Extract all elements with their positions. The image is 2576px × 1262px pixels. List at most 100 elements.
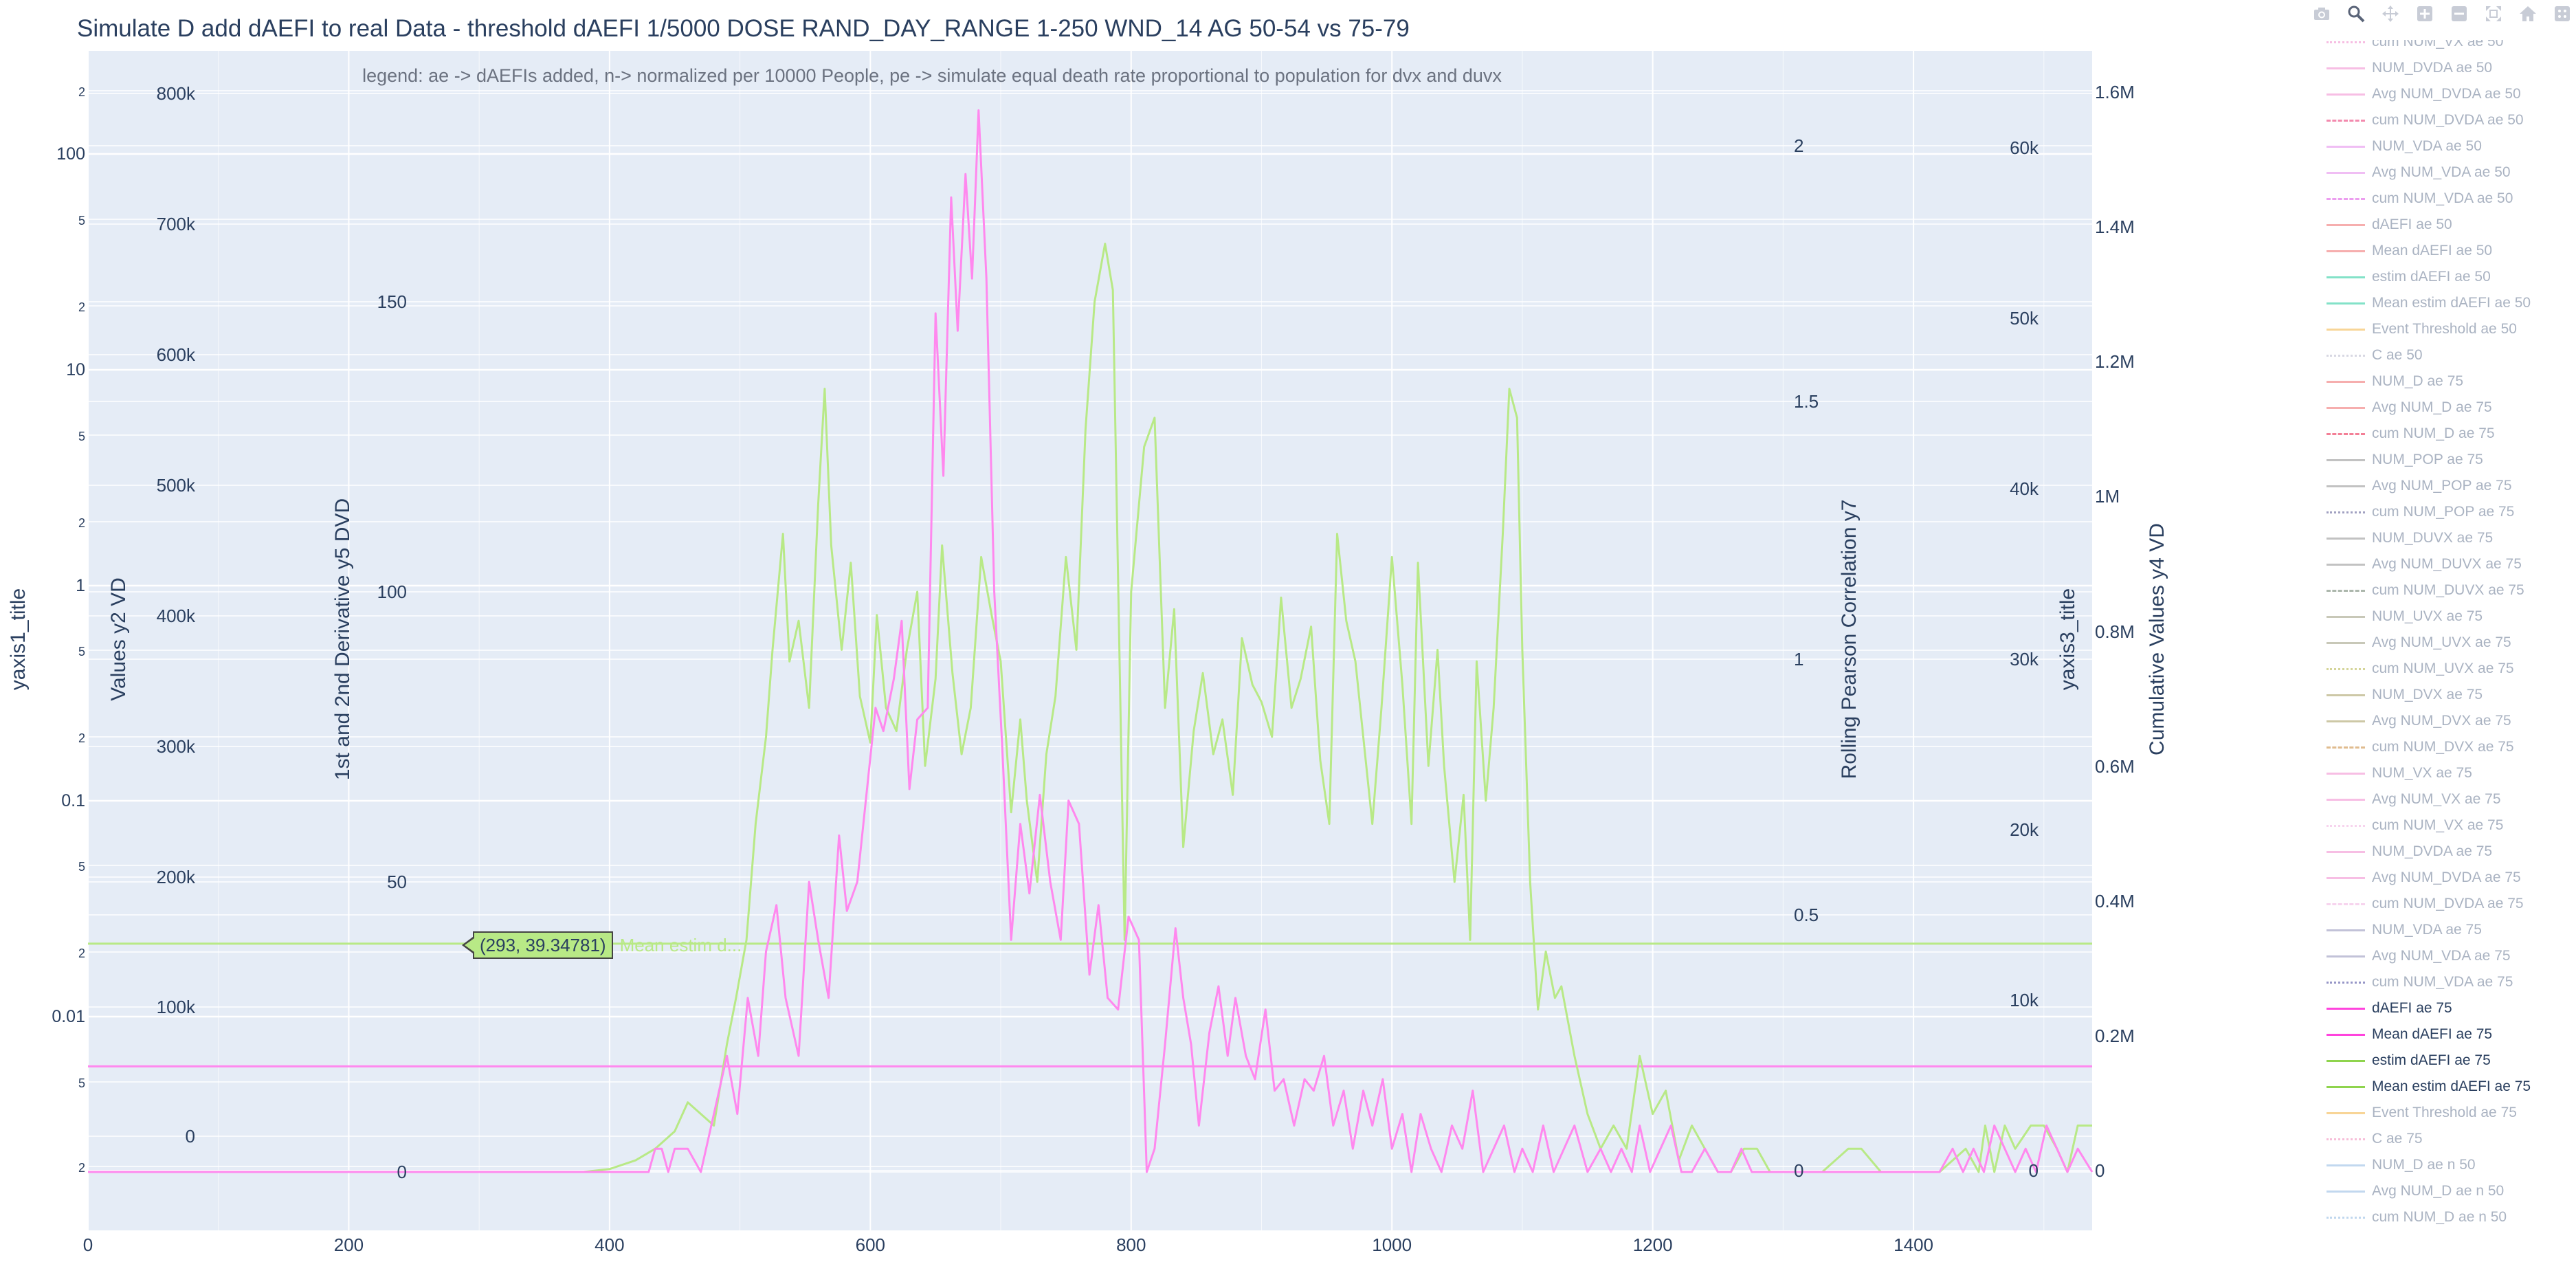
legend-label: Avg NUM_VX ae 75 bbox=[2372, 791, 2501, 807]
legend-item[interactable]: cum NUM_POP ae 75 bbox=[2327, 499, 2514, 525]
legend-swatch bbox=[2327, 1111, 2365, 1114]
legend-item[interactable]: estim dAEFI ae 50 bbox=[2327, 264, 2491, 290]
y1-tick-label: 100 bbox=[56, 144, 85, 164]
pan-icon[interactable] bbox=[2378, 1, 2403, 26]
y1-tick-label: 2 bbox=[78, 731, 85, 745]
legend-label: cum NUM_VX ae 75 bbox=[2372, 817, 2504, 833]
legend-item[interactable]: cum NUM_D ae n 50 bbox=[2327, 1204, 2507, 1230]
y3-tick-label: 50k bbox=[2010, 308, 2039, 329]
legend-label: cum NUM_UVX ae 75 bbox=[2372, 661, 2514, 676]
x-tick-label: 400 bbox=[595, 1235, 624, 1255]
series-daefi-ae-75[interactable] bbox=[88, 109, 2094, 1173]
legend-swatch bbox=[2327, 1216, 2365, 1219]
legend-item[interactable]: NUM_VDA ae 75 bbox=[2327, 917, 2482, 943]
y1-tick-label: 5 bbox=[78, 645, 85, 658]
legend-item[interactable]: Avg NUM_DVDA ae 75 bbox=[2327, 865, 2521, 891]
y5-tick-label: 50 bbox=[387, 872, 407, 892]
legend-item[interactable]: C ae 75 bbox=[2327, 1126, 2423, 1152]
legend-label: NUM_VX ae 75 bbox=[2372, 765, 2472, 781]
legend-item[interactable]: Avg NUM_DVX ae 75 bbox=[2327, 708, 2511, 734]
y2-tick-label: 400k bbox=[157, 606, 196, 626]
legend-label: Mean estim dAEFI ae 50 bbox=[2372, 295, 2531, 311]
legend-swatch bbox=[2327, 563, 2365, 566]
legend-swatch bbox=[2327, 772, 2365, 775]
legend-item[interactable]: NUM_VX ae 75 bbox=[2327, 760, 2472, 786]
legend-label: NUM_POP ae 75 bbox=[2372, 452, 2483, 467]
legend-swatch bbox=[2327, 41, 2365, 43]
y7-tick-label: 2 bbox=[1794, 135, 1803, 156]
legend-item[interactable]: cum NUM_DVDA ae 75 bbox=[2327, 891, 2524, 917]
legend-item[interactable]: C ae 50 bbox=[2327, 342, 2423, 368]
y2-tick-label: 300k bbox=[157, 736, 196, 757]
legend-item[interactable]: cum NUM_DVDA ae 50 bbox=[2327, 107, 2524, 133]
legend-item[interactable]: NUM_DVDA ae 50 bbox=[2327, 55, 2492, 81]
legend-item[interactable]: cum NUM_DVX ae 75 bbox=[2327, 734, 2514, 760]
legend-label: cum NUM_VDA ae 50 bbox=[2372, 190, 2513, 206]
legend-item[interactable]: Event Threshold ae 50 bbox=[2327, 316, 2517, 342]
autoscale-icon[interactable] bbox=[2481, 1, 2506, 26]
home-icon[interactable] bbox=[2516, 1, 2540, 26]
legend-item[interactable]: Avg NUM_UVX ae 75 bbox=[2327, 630, 2511, 656]
legend-item[interactable]: Avg NUM_D ae 75 bbox=[2327, 395, 2492, 421]
legend-item[interactable]: NUM_VDA ae 50 bbox=[2327, 133, 2482, 159]
legend-item[interactable]: dAEFI ae 50 bbox=[2327, 212, 2452, 238]
legend-item[interactable]: NUM_UVX ae 75 bbox=[2327, 604, 2483, 630]
legend-item[interactable]: Mean estim dAEFI ae 75 bbox=[2327, 1074, 2531, 1100]
legend-label: Avg NUM_DVX ae 75 bbox=[2372, 713, 2511, 729]
legend-label: dAEFI ae 50 bbox=[2372, 217, 2452, 232]
plotly-logo-icon[interactable] bbox=[2550, 1, 2575, 26]
zoom-out-icon[interactable] bbox=[2447, 1, 2472, 26]
hover-value: (293, 39.34781) bbox=[462, 931, 613, 959]
legend-item[interactable]: Avg NUM_VDA ae 50 bbox=[2327, 159, 2511, 186]
zoom-in-icon[interactable] bbox=[2412, 1, 2437, 26]
legend-item[interactable]: NUM_POP ae 75 bbox=[2327, 447, 2483, 473]
legend-item[interactable]: cum NUM_D ae 75 bbox=[2327, 421, 2495, 447]
legend-item[interactable]: Mean dAEFI ae 75 bbox=[2327, 1021, 2492, 1048]
legend-item[interactable]: dAEFI ae 75 bbox=[2327, 995, 2452, 1021]
legend-item[interactable]: Mean dAEFI ae 50 bbox=[2327, 238, 2492, 264]
legend-label: Avg NUM_D ae 75 bbox=[2372, 399, 2492, 415]
legend-swatch bbox=[2327, 1007, 2365, 1010]
legend-swatch bbox=[2327, 145, 2365, 148]
yaxis7-title: Rolling Pearson Correlation y7 bbox=[1838, 500, 1861, 779]
legend-item[interactable]: Avg NUM_DUVX ae 75 bbox=[2327, 551, 2522, 577]
legend-item[interactable]: Event Threshold ae 75 bbox=[2327, 1100, 2517, 1126]
legend-label: cum NUM_DVX ae 75 bbox=[2372, 739, 2514, 755]
plot-area[interactable] bbox=[88, 51, 2092, 1230]
legend-swatch bbox=[2327, 1033, 2365, 1036]
legend-item[interactable]: Avg NUM_D ae n 50 bbox=[2327, 1178, 2504, 1204]
legend-label: Event Threshold ae 50 bbox=[2372, 321, 2517, 337]
legend-item[interactable]: NUM_DVX ae 75 bbox=[2327, 682, 2483, 708]
legend-item[interactable]: Mean estim dAEFI ae 50 bbox=[2327, 290, 2531, 316]
legend-label: NUM_D ae 75 bbox=[2372, 373, 2464, 389]
legend-swatch bbox=[2327, 328, 2365, 331]
legend-item[interactable]: NUM_D ae 75 bbox=[2327, 368, 2463, 395]
legend-item[interactable]: NUM_DVDA ae 75 bbox=[2327, 839, 2492, 865]
yaxis3-title: yaxis3_title bbox=[2056, 588, 2079, 690]
legend-item[interactable]: cum NUM_VX ae 50 bbox=[2327, 40, 2503, 55]
legend-swatch bbox=[2327, 876, 2365, 879]
y1-tick-label: 5 bbox=[78, 430, 85, 443]
camera-icon[interactable] bbox=[2309, 1, 2334, 26]
legend-item[interactable]: Avg NUM_DVDA ae 50 bbox=[2327, 81, 2521, 107]
legend-label: Avg NUM_DVDA ae 75 bbox=[2372, 870, 2521, 885]
legend-swatch bbox=[2327, 380, 2365, 383]
legend-item[interactable]: NUM_DUVX ae 75 bbox=[2327, 525, 2493, 551]
legend-item[interactable]: Avg NUM_POP ae 75 bbox=[2327, 473, 2512, 499]
legend-item[interactable]: Avg NUM_VDA ae 75 bbox=[2327, 943, 2511, 969]
chart-title: Simulate D add dAEFI to real Data - thre… bbox=[77, 15, 1410, 42]
legend-item[interactable]: estim dAEFI ae 75 bbox=[2327, 1048, 2491, 1074]
legend-label: Mean dAEFI ae 75 bbox=[2372, 1026, 2493, 1042]
legend-item[interactable]: cum NUM_DUVX ae 75 bbox=[2327, 577, 2524, 604]
legend-item[interactable]: NUM_D ae n 50 bbox=[2327, 1152, 2476, 1178]
legend-item[interactable]: cum NUM_VDA ae 50 bbox=[2327, 186, 2513, 212]
y2-tick-label: 600k bbox=[157, 344, 196, 365]
legend-swatch bbox=[2327, 93, 2365, 96]
legend-item[interactable]: Avg NUM_VX ae 75 bbox=[2327, 786, 2501, 812]
zoom-icon[interactable] bbox=[2344, 1, 2368, 26]
legend-item[interactable]: cum NUM_VX ae 75 bbox=[2327, 812, 2503, 839]
y1-tick-label: 5 bbox=[78, 214, 85, 228]
legend-item[interactable]: cum NUM_VDA ae 75 bbox=[2327, 969, 2513, 995]
legend-item[interactable]: cum NUM_UVX ae 75 bbox=[2327, 656, 2514, 682]
